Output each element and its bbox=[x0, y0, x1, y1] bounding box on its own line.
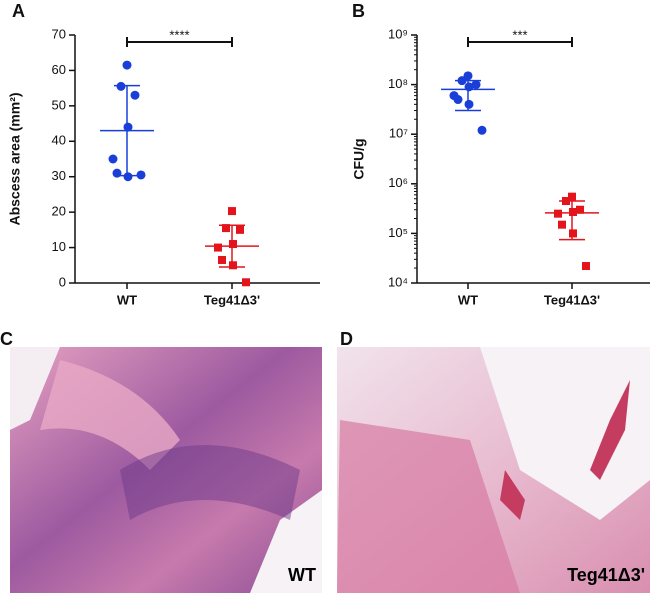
y-tick-label: 10⁵ bbox=[388, 225, 408, 240]
data-point bbox=[576, 205, 584, 214]
data-point bbox=[569, 208, 577, 217]
y-tick-label: 10⁸ bbox=[388, 76, 408, 91]
data-point bbox=[464, 99, 474, 109]
panel-label: D bbox=[340, 329, 353, 349]
y-tick-label: 10⁶ bbox=[388, 175, 408, 190]
data-point bbox=[477, 125, 487, 135]
y-tick-label: 10⁹ bbox=[388, 26, 408, 41]
y-tick-label: 60 bbox=[52, 62, 66, 77]
x-tick-label: Teg41Δ3' bbox=[544, 292, 600, 307]
image-label: Teg41Δ3' bbox=[567, 565, 645, 585]
data-point bbox=[229, 261, 237, 270]
data-point bbox=[463, 71, 473, 81]
data-point bbox=[569, 229, 577, 238]
data-point bbox=[130, 90, 140, 100]
data-point bbox=[471, 80, 481, 90]
panel-label: B bbox=[352, 1, 365, 21]
data-point bbox=[242, 278, 250, 287]
significance-bracket bbox=[467, 37, 573, 47]
data-point bbox=[222, 224, 230, 233]
data-point bbox=[558, 220, 566, 229]
panel-label: C bbox=[0, 329, 13, 349]
data-point bbox=[108, 154, 118, 164]
significance-label: *** bbox=[512, 27, 527, 42]
significance-label: **** bbox=[169, 27, 189, 42]
data-point bbox=[218, 255, 226, 264]
data-point bbox=[214, 243, 222, 252]
data-point bbox=[236, 225, 244, 234]
data-point bbox=[453, 95, 463, 105]
data-point bbox=[122, 60, 132, 70]
data-point bbox=[554, 209, 562, 218]
image-d bbox=[337, 347, 650, 593]
y-tick-label: 10⁷ bbox=[389, 126, 408, 141]
data-point bbox=[568, 192, 576, 201]
y-tick-label: 10 bbox=[52, 239, 66, 254]
x-tick-label: WT bbox=[117, 292, 137, 307]
x-tick-label: WT bbox=[458, 292, 478, 307]
data-point bbox=[229, 240, 237, 249]
panel-label: A bbox=[12, 1, 25, 21]
y-axis-label: CFU/g bbox=[351, 138, 367, 179]
image-label: WT bbox=[288, 565, 316, 585]
y-tick-label: 70 bbox=[52, 26, 66, 41]
y-tick-label: 50 bbox=[52, 97, 66, 112]
y-tick-label: 40 bbox=[52, 133, 66, 148]
data-point bbox=[228, 207, 236, 216]
significance-bracket bbox=[126, 37, 233, 47]
x-tick-label: Teg41Δ3' bbox=[204, 292, 260, 307]
y-tick-label: 0 bbox=[59, 274, 66, 289]
data-point bbox=[123, 122, 133, 132]
data-point bbox=[136, 170, 146, 180]
y-tick-label: 20 bbox=[52, 204, 66, 219]
data-point bbox=[582, 262, 590, 271]
y-tick-label: 10⁴ bbox=[388, 274, 408, 289]
y-tick-label: 30 bbox=[52, 168, 66, 183]
data-point bbox=[123, 172, 133, 182]
y-axis-label: Abscess area (mm²) bbox=[7, 92, 23, 225]
image-c bbox=[10, 347, 322, 593]
